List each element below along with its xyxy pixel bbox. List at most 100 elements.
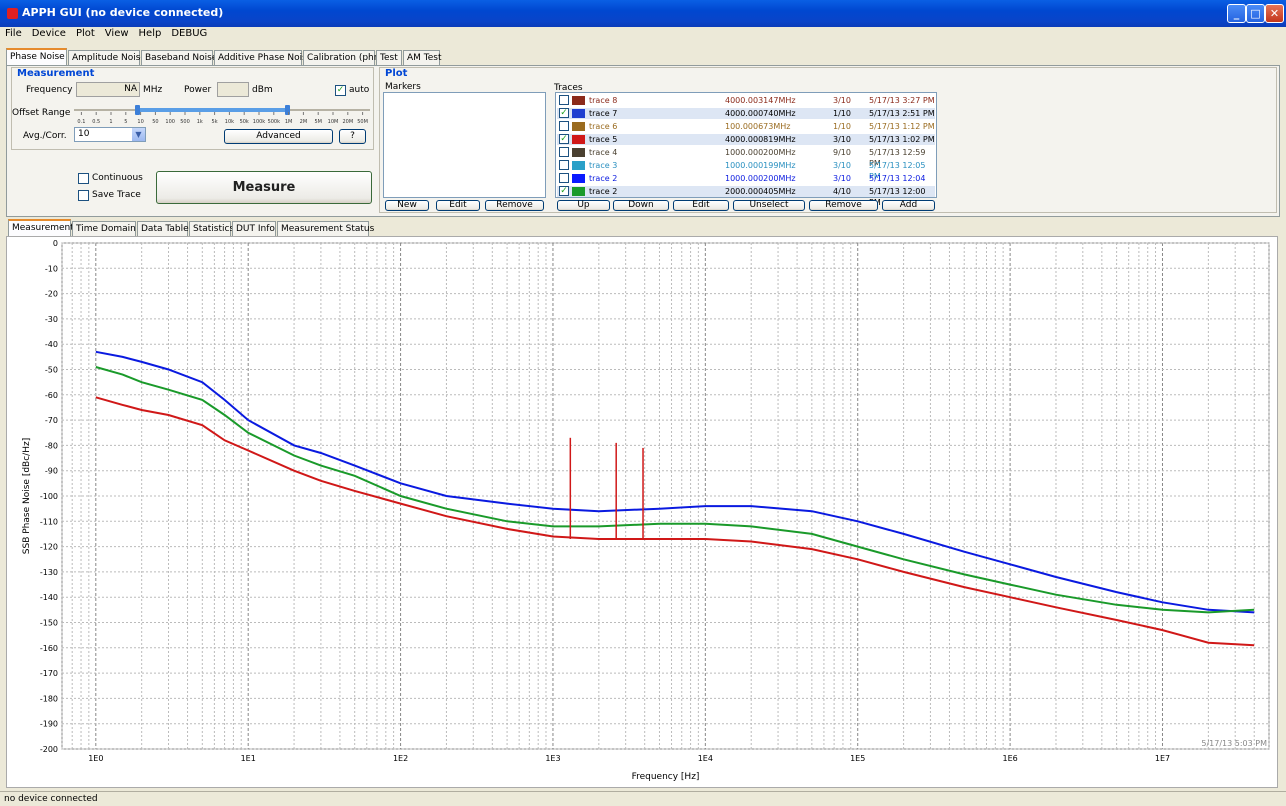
- y-tick-label: -150: [40, 619, 58, 628]
- trace-color-swatch[interactable]: [572, 135, 585, 144]
- marker-edit-button[interactable]: Edit: [436, 200, 480, 211]
- trace-checkbox[interactable]: [559, 121, 569, 131]
- tab-data-table[interactable]: Data Table: [137, 221, 189, 236]
- x-tick-label: 1E5: [850, 754, 865, 763]
- trace-row[interactable]: trace 4 1000.000200MHz 9/10 5/17/13 12:59 P…: [557, 147, 935, 168]
- trace-checkbox[interactable]: [559, 147, 569, 157]
- tab-calibration[interactable]: Calibration (phn): [303, 50, 383, 65]
- slider-tick-label: 1M: [285, 119, 293, 124]
- y-tick-label: -50: [45, 366, 58, 375]
- menu-help[interactable]: Help: [138, 28, 162, 39]
- trace-frequency: 1000.000199MHz: [725, 161, 796, 170]
- x-tick-label: 1E2: [393, 754, 408, 763]
- power-value: [217, 82, 249, 97]
- slider-handle-high[interactable]: [285, 105, 290, 115]
- offset-range-slider[interactable]: 0.1 0.5 1 5 10 50 100 500 1k 5k 10k 50k 100k 500k 1M 2M…: [74, 105, 370, 124]
- trace-checkbox[interactable]: ✓: [559, 134, 569, 144]
- menu-debug[interactable]: DEBUG: [171, 28, 208, 39]
- trace-color-swatch[interactable]: [572, 148, 585, 157]
- tab-measurement-status[interactable]: Measurement Status: [277, 221, 374, 236]
- trace-avg: 9/10: [833, 148, 851, 157]
- trace-unselect-button[interactable]: Unselect: [733, 200, 805, 211]
- tab-am-test[interactable]: AM Test: [403, 50, 442, 65]
- trace-checkbox[interactable]: [559, 95, 569, 105]
- save-trace-checkbox[interactable]: [78, 190, 89, 201]
- menu-file[interactable]: File: [5, 28, 22, 39]
- tab-dut-info[interactable]: DUT Info: [232, 221, 276, 236]
- menu-plot[interactable]: Plot: [75, 28, 95, 39]
- slider-ticks: 0.1 0.5 1 5 10 50 100 500 1k 5k 10k 50k 100k 500k 1M 2M…: [77, 112, 368, 124]
- y-tick-label: -190: [40, 720, 58, 729]
- trace-avg: 1/10: [833, 109, 851, 118]
- slider-tick-label: 50k: [240, 119, 249, 124]
- trace-checkbox[interactable]: ✓: [559, 186, 569, 196]
- main-tabs: Phase Noise Amplitude Noise Baseband Noi…: [6, 48, 1286, 66]
- menu-device[interactable]: Device: [31, 28, 66, 39]
- tab-additive-phase-noise[interactable]: Additive Phase Noise: [214, 50, 312, 65]
- y-tick-label: -120: [40, 543, 58, 552]
- measure-button[interactable]: Measure: [156, 171, 372, 204]
- trace-color-swatch[interactable]: [572, 161, 585, 170]
- tab-measurement[interactable]: Measurement: [8, 219, 74, 236]
- trace-row[interactable]: ✓ trace 5 4000.000819MHz 3/10 5/17/13 1:02 P…: [557, 134, 935, 145]
- tab-amplitude-noise[interactable]: Amplitude Noise: [68, 50, 146, 65]
- trace-row[interactable]: ✓ trace 2 2000.000405MHz 4/10 5/17/13 12:00 …: [557, 186, 935, 207]
- title-bar[interactable]: APPH GUI (no device connected) _ □ ✕: [0, 0, 1286, 27]
- tab-statistics[interactable]: Statistics: [189, 221, 234, 236]
- traces-list[interactable]: trace 8 4000.003147MHz 3/10 5/17/13 3:27 PM…: [555, 92, 937, 207]
- x-tick-label: 1E4: [698, 754, 713, 763]
- trace-color-swatch[interactable]: [572, 122, 585, 131]
- marker-remove-button[interactable]: Remove: [485, 200, 544, 211]
- trace-remove-button[interactable]: Remove: [809, 200, 878, 211]
- y-axis-label: SSB Phase Noise [dBc/Hz]: [22, 438, 32, 554]
- minimize-button[interactable]: _: [1227, 4, 1246, 23]
- power-label: Power: [184, 85, 212, 95]
- auto-checkbox[interactable]: ✓: [335, 85, 346, 96]
- trace-down-button[interactable]: Down: [613, 200, 669, 211]
- advanced-button[interactable]: Advanced: [224, 129, 333, 144]
- close-button[interactable]: ✕: [1265, 4, 1284, 23]
- avg-label: Avg./Corr.: [23, 131, 67, 141]
- series-line-2: [95, 396, 1255, 647]
- trace-color-swatch[interactable]: [572, 174, 585, 183]
- trace-color-swatch[interactable]: [572, 187, 585, 196]
- markers-label: Markers: [385, 82, 421, 92]
- trace-color-swatch[interactable]: [572, 109, 585, 118]
- plot-area[interactable]: 0 -10 -20 -30 -40 -50 -60 -70 -80 -90 -100 -110 -120…: [6, 236, 1278, 788]
- slider-tick-label: 20M: [342, 119, 353, 124]
- trace-checkbox[interactable]: [559, 173, 569, 183]
- trace-row[interactable]: ✓ trace 7 4000.000740MHz 1/10 5/17/13 2:51 P…: [557, 108, 935, 119]
- trace-frequency: 4000.003147MHz: [725, 96, 796, 105]
- measurement-title: Measurement: [17, 68, 95, 79]
- trace-checkbox[interactable]: ✓: [559, 108, 569, 118]
- tab-baseband-noise[interactable]: Baseband Noise: [141, 50, 217, 65]
- continuous-checkbox[interactable]: [78, 173, 89, 184]
- trace-row[interactable]: trace 8 4000.003147MHz 3/10 5/17/13 3:27 PM: [557, 95, 935, 106]
- chevron-down-icon[interactable]: ▼: [132, 128, 145, 141]
- trace-avg: 3/10: [833, 174, 851, 183]
- tab-phase-noise[interactable]: Phase Noise: [6, 48, 67, 65]
- maximize-button[interactable]: □: [1246, 4, 1265, 23]
- slider-tick-label: 500k: [268, 119, 281, 124]
- slider-tick-label: 5: [124, 119, 127, 124]
- menu-view[interactable]: View: [104, 28, 129, 39]
- trace-row[interactable]: trace 6 100.000673MHz 1/10 5/17/13 1:12 PM: [557, 121, 935, 132]
- tab-time-domain[interactable]: Time Domain: [72, 221, 136, 236]
- avg-select[interactable]: 10 ▼: [74, 127, 146, 142]
- trace-checkbox[interactable]: [559, 160, 569, 170]
- trace-frequency: 100.000673MHz: [725, 122, 791, 131]
- slider-tick-label: 50M: [357, 119, 368, 124]
- markers-list[interactable]: [383, 92, 546, 198]
- trace-row[interactable]: trace 3 1000.000199MHz 3/10 5/17/13 12:05 P…: [557, 160, 935, 181]
- trace-edit-button[interactable]: Edit: [673, 200, 729, 211]
- trace-add-button[interactable]: Add: [882, 200, 935, 211]
- marker-new-button[interactable]: New: [385, 200, 429, 211]
- slider-handle-low[interactable]: [135, 105, 140, 115]
- phase-noise-chart[interactable]: 0 -10 -20 -30 -40 -50 -60 -70 -80 -90 -100 -110 -120…: [7, 237, 1277, 787]
- frequency-label: Frequency: [26, 85, 73, 95]
- help-button[interactable]: ?: [339, 129, 366, 144]
- tab-test[interactable]: Test: [376, 50, 402, 65]
- trace-up-button[interactable]: Up: [557, 200, 610, 211]
- trace-color-swatch[interactable]: [572, 96, 585, 105]
